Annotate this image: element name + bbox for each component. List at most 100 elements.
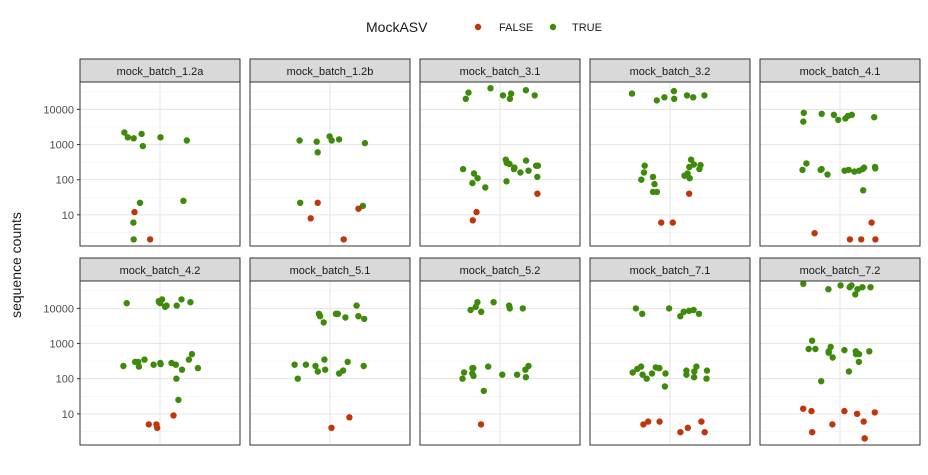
data-point-true [353, 302, 360, 309]
data-point-true [130, 135, 137, 142]
data-point-true [505, 302, 513, 309]
data-point-true [800, 118, 807, 125]
facet-strip-label: mock_batch_1.2b [287, 66, 374, 78]
data-point-true [139, 142, 146, 150]
data-point-true [469, 370, 476, 377]
y-tick-label: 100 [56, 374, 74, 386]
data-point-true [321, 356, 328, 363]
data-point-true [800, 280, 807, 287]
facet-panel: mock_batch_1.2b [249, 58, 411, 247]
data-point-true [639, 310, 646, 317]
data-point-true [662, 370, 669, 377]
data-point-true [825, 349, 832, 356]
data-point-true [121, 129, 128, 136]
data-point-true [867, 284, 874, 291]
panel-border [79, 81, 241, 247]
data-point-false [346, 414, 353, 421]
data-point-true [504, 159, 511, 167]
data-point-false [658, 219, 665, 226]
data-point-true [511, 164, 518, 171]
panel-border [419, 280, 581, 446]
data-point-true [649, 173, 657, 181]
legend-swatch-true [549, 23, 557, 31]
facet-strip-label: mock_batch_5.2 [460, 265, 541, 277]
data-point-true [314, 149, 321, 156]
data-point-true [845, 368, 853, 375]
data-point-true [525, 167, 532, 174]
data-point-true [852, 291, 859, 298]
data-point-true [640, 169, 648, 176]
data-point-true [812, 345, 819, 353]
data-point-false [871, 409, 878, 416]
data-point-true [326, 133, 333, 140]
data-point-true [818, 110, 825, 118]
data-point-true [344, 358, 351, 366]
data-point-true [123, 300, 130, 307]
data-point-true [302, 361, 310, 368]
panel-border [249, 280, 411, 446]
data-point-true [817, 166, 824, 174]
data-point-false [858, 236, 865, 243]
data-point-true [163, 302, 170, 309]
data-point-false [686, 190, 693, 197]
facet-strip-label: mock_batch_1.2a [117, 66, 205, 78]
data-point-true [800, 109, 807, 117]
data-point-true [851, 168, 858, 175]
data-point-false [131, 208, 138, 216]
data-point-true [135, 363, 143, 370]
data-point-true [690, 161, 698, 168]
data-point-true [485, 363, 492, 370]
data-point-true [503, 178, 510, 185]
data-point-true [487, 85, 494, 92]
data-point-true [686, 175, 693, 182]
data-point-true [852, 350, 860, 358]
data-point-true [499, 92, 507, 99]
data-point-true [701, 92, 708, 99]
data-point-true [808, 337, 816, 344]
data-point-true [525, 362, 532, 370]
facet-strip-label: mock_batch_3.2 [630, 66, 711, 78]
data-point-true [459, 375, 466, 382]
data-point-true [506, 95, 514, 103]
data-point-true [830, 111, 838, 119]
facet-strip-label: mock_batch_7.2 [800, 265, 881, 277]
legend: MockASV FALSE TRUE [366, 19, 602, 35]
data-point-false [684, 424, 691, 431]
data-point-false [146, 236, 154, 243]
data-point-false [469, 217, 476, 224]
data-point-true [180, 197, 187, 205]
data-point-true [842, 115, 849, 122]
data-point-true [695, 310, 703, 317]
data-point-true [469, 179, 476, 187]
facet-panel: mock_batch_3.1 [419, 58, 581, 247]
data-point-true [157, 360, 164, 368]
data-point-true [120, 362, 127, 370]
data-point-true [157, 134, 164, 141]
data-point-true [183, 137, 190, 144]
data-point-true [187, 299, 194, 306]
data-point-false [841, 407, 848, 415]
data-point-true [818, 378, 825, 385]
data-point-true [641, 162, 648, 169]
data-point-false [853, 410, 861, 417]
data-point-true [178, 366, 186, 373]
panel-border [419, 81, 581, 247]
data-point-false [860, 418, 867, 425]
legend-title: MockASV [366, 19, 428, 35]
data-point-true [837, 282, 844, 289]
data-point-false [477, 421, 485, 428]
data-point-false [811, 230, 818, 237]
data-point-true [683, 371, 690, 378]
y-tick-label: 10 [62, 210, 74, 222]
data-point-true [138, 130, 145, 138]
data-point-true [703, 367, 711, 374]
data-point-false [473, 208, 480, 216]
data-point-true [467, 306, 474, 314]
data-point-true [643, 375, 650, 382]
data-point-true [866, 348, 873, 355]
data-point-true [522, 157, 530, 164]
data-point-true [653, 188, 661, 196]
data-point-true [519, 305, 526, 312]
data-point-true [175, 396, 182, 404]
